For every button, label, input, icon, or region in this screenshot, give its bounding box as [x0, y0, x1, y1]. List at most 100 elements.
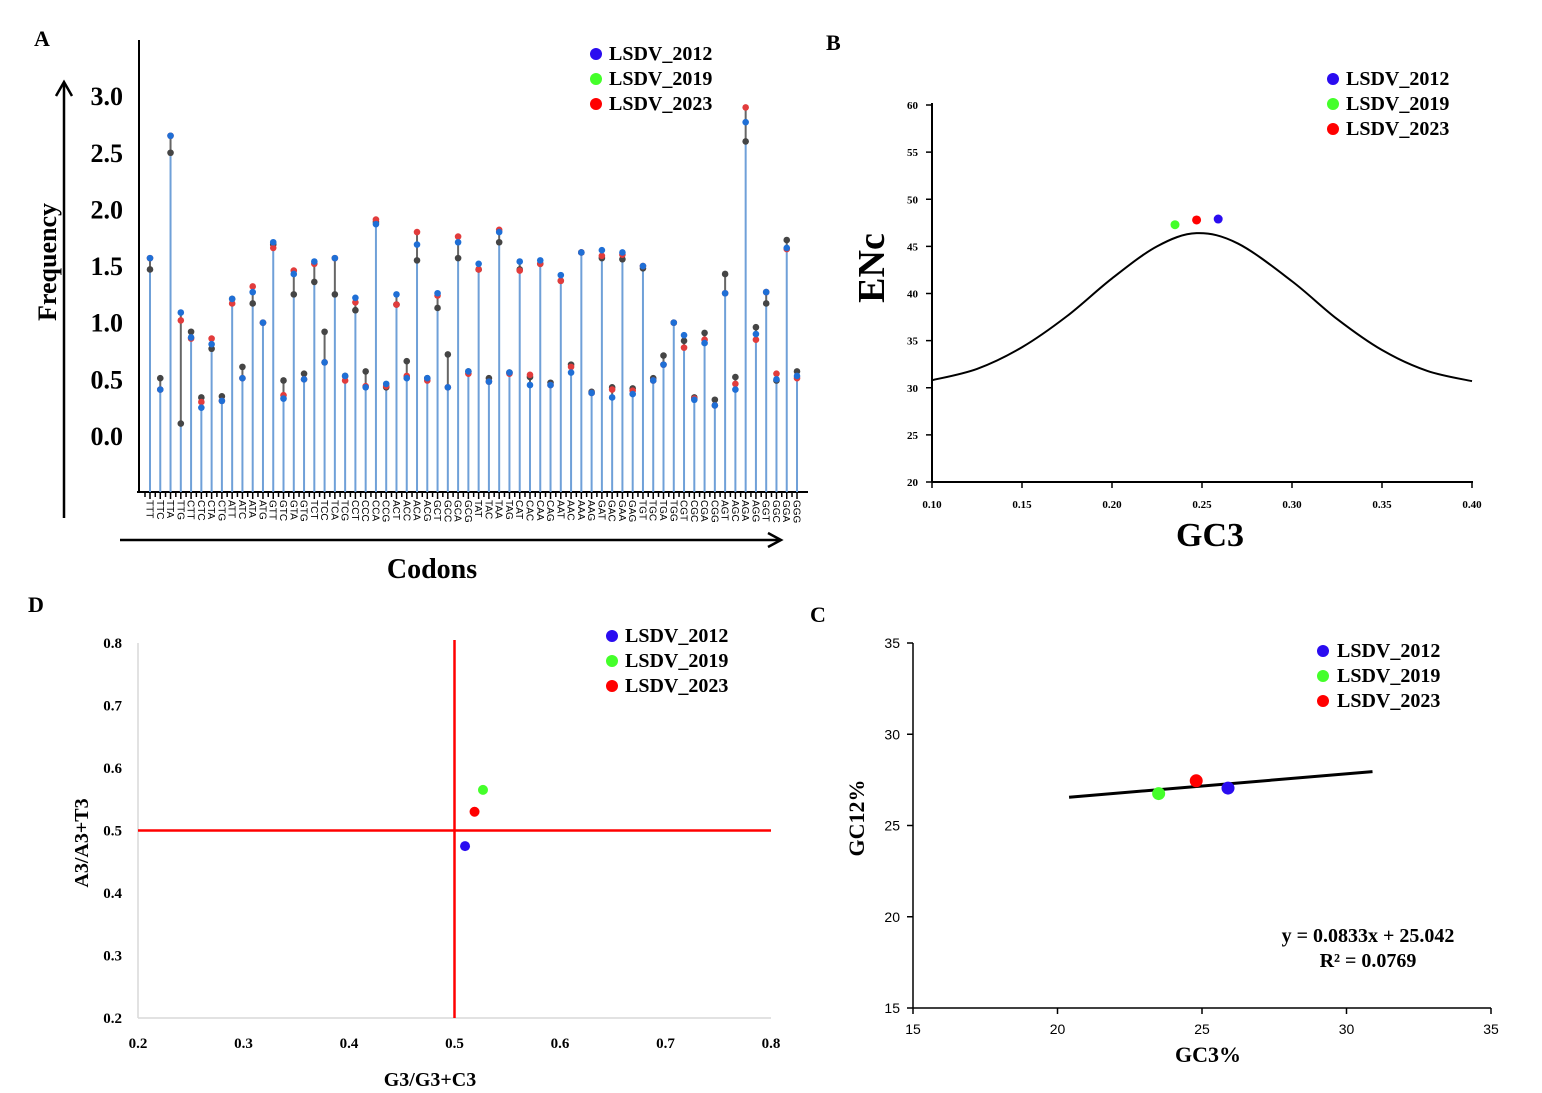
legend-label: LSDV_2012	[625, 625, 728, 647]
data-point-lsdv_2019	[177, 420, 185, 427]
codon-label: GCC	[441, 500, 452, 522]
data-point-lsdv_2012	[588, 389, 595, 397]
data-point-lsdv_2019	[660, 352, 667, 359]
data-point-lsdv_2019	[477, 784, 488, 795]
legend-marker	[1327, 98, 1339, 110]
codon-label: CGG	[708, 500, 719, 523]
data-point-lsdv_2019	[762, 300, 770, 307]
codon-label: GTA	[287, 500, 298, 520]
data-point-lsdv_2023	[198, 398, 205, 406]
codon-label: TAG	[503, 500, 514, 520]
legend-label: LSDV_2012	[1346, 68, 1449, 90]
data-point-lsdv_2019	[752, 323, 760, 331]
regression-line	[1068, 770, 1373, 799]
codon-label: ACA	[411, 500, 422, 521]
data-point-lsdv_2019	[239, 363, 246, 371]
y-tick-label: 1.0	[91, 309, 124, 338]
data-point-lsdv_2012	[547, 381, 554, 389]
data-point-lsdv_2023	[516, 267, 524, 274]
data-point-lsdv_2012	[208, 340, 215, 348]
codon-label: GGT	[760, 500, 771, 522]
data-point-lsdv_2012	[793, 372, 801, 380]
x-tick-label: 0.15	[1012, 499, 1032, 511]
data-point-lsdv_2023	[567, 363, 575, 371]
data-point-lsdv_2012	[269, 238, 277, 246]
data-point-lsdv_2023	[372, 216, 380, 223]
data-point-lsdv_2023	[352, 299, 359, 306]
codon-label: TAT	[472, 500, 483, 517]
data-point-lsdv_2023	[752, 336, 760, 343]
data-point-lsdv_2012	[773, 376, 780, 383]
codon-label: GCA	[452, 500, 463, 522]
data-point-lsdv_2019	[742, 138, 749, 145]
panel-label-c: C	[810, 602, 826, 627]
legend-marker	[606, 680, 618, 692]
y-arrow-head-icon	[54, 79, 74, 97]
data-point-lsdv_2019	[290, 291, 298, 298]
y-tick-label: 55	[907, 147, 919, 159]
data-point-lsdv_2023	[413, 228, 421, 236]
codon-label: CAA	[534, 500, 545, 521]
codon-label: GCG	[462, 500, 473, 523]
data-point-lsdv_2012	[721, 289, 729, 297]
legend-label: LSDV_2019	[609, 68, 712, 90]
codon-label: CCA	[369, 500, 380, 521]
data-point-lsdv_2023	[1192, 215, 1202, 225]
legend-label: LSDV_2023	[625, 675, 728, 697]
data-point-lsdv_2012	[290, 270, 298, 278]
y-tick-label: 2.0	[91, 195, 124, 224]
legend-marker	[590, 73, 602, 85]
x-tick-label: 0.35	[1372, 499, 1392, 511]
data-point-lsdv_2012	[619, 249, 626, 256]
data-point-lsdv_2012	[711, 402, 719, 409]
codon-label: AGA	[739, 500, 750, 521]
data-point-lsdv_2012	[783, 244, 791, 252]
legend-marker	[590, 48, 602, 60]
codon-label: TTC	[154, 500, 165, 519]
y-tick-label: 50	[907, 194, 919, 206]
legend-label: LSDV_2012	[609, 43, 712, 65]
y-tick-label: 0.4	[103, 886, 122, 902]
data-point-lsdv_2012	[280, 395, 287, 402]
y-tick-label: 30	[884, 726, 900, 742]
data-point-lsdv_2019	[495, 238, 503, 246]
data-point-lsdv_2019	[218, 393, 226, 400]
y-axis-title: ENc	[851, 233, 893, 303]
codon-label: GTC	[277, 500, 288, 521]
data-point-lsdv_2019	[198, 394, 205, 401]
codon-label: CTA	[205, 500, 216, 520]
codon-label: ATG	[256, 500, 267, 520]
codon-label: AGT	[719, 500, 730, 521]
data-point-lsdv_2012	[1221, 781, 1235, 795]
panel-label-d: D	[28, 592, 44, 617]
data-point-lsdv_2019	[1152, 787, 1166, 801]
y-tick-label: 1.5	[91, 252, 124, 281]
x-tick-label: 0.8	[762, 1036, 781, 1052]
x-tick-label: 0.25	[1192, 499, 1212, 511]
codon-label: AAC	[565, 500, 576, 521]
codon-label: CGC	[688, 500, 699, 522]
data-point-lsdv_2012	[465, 368, 472, 375]
legend-label: LSDV_2019	[1346, 93, 1449, 115]
codon-label: GGC	[770, 500, 781, 523]
data-point-lsdv_2012	[167, 132, 174, 140]
data-point-lsdv_2019	[619, 255, 626, 263]
x-tick-label: 0.6	[551, 1036, 570, 1052]
codon-label: ATC	[236, 500, 247, 519]
data-point-lsdv_2012	[228, 295, 236, 303]
panel-label-b: B	[826, 30, 841, 55]
legend-marker	[606, 655, 618, 667]
codon-label: CTC	[195, 500, 206, 521]
legend-marker	[1317, 695, 1329, 707]
data-point-lsdv_2012	[423, 374, 431, 382]
data-point-lsdv_2012	[362, 383, 369, 391]
data-point-lsdv_2023	[208, 335, 215, 342]
data-point-lsdv_2019	[434, 304, 441, 312]
y-tick-label: 0.8	[103, 636, 122, 652]
data-point-lsdv_2012	[249, 288, 256, 296]
x-tick-label: 0.10	[922, 499, 942, 511]
data-point-lsdv_2012	[660, 361, 667, 368]
data-point-lsdv_2023	[177, 317, 185, 324]
